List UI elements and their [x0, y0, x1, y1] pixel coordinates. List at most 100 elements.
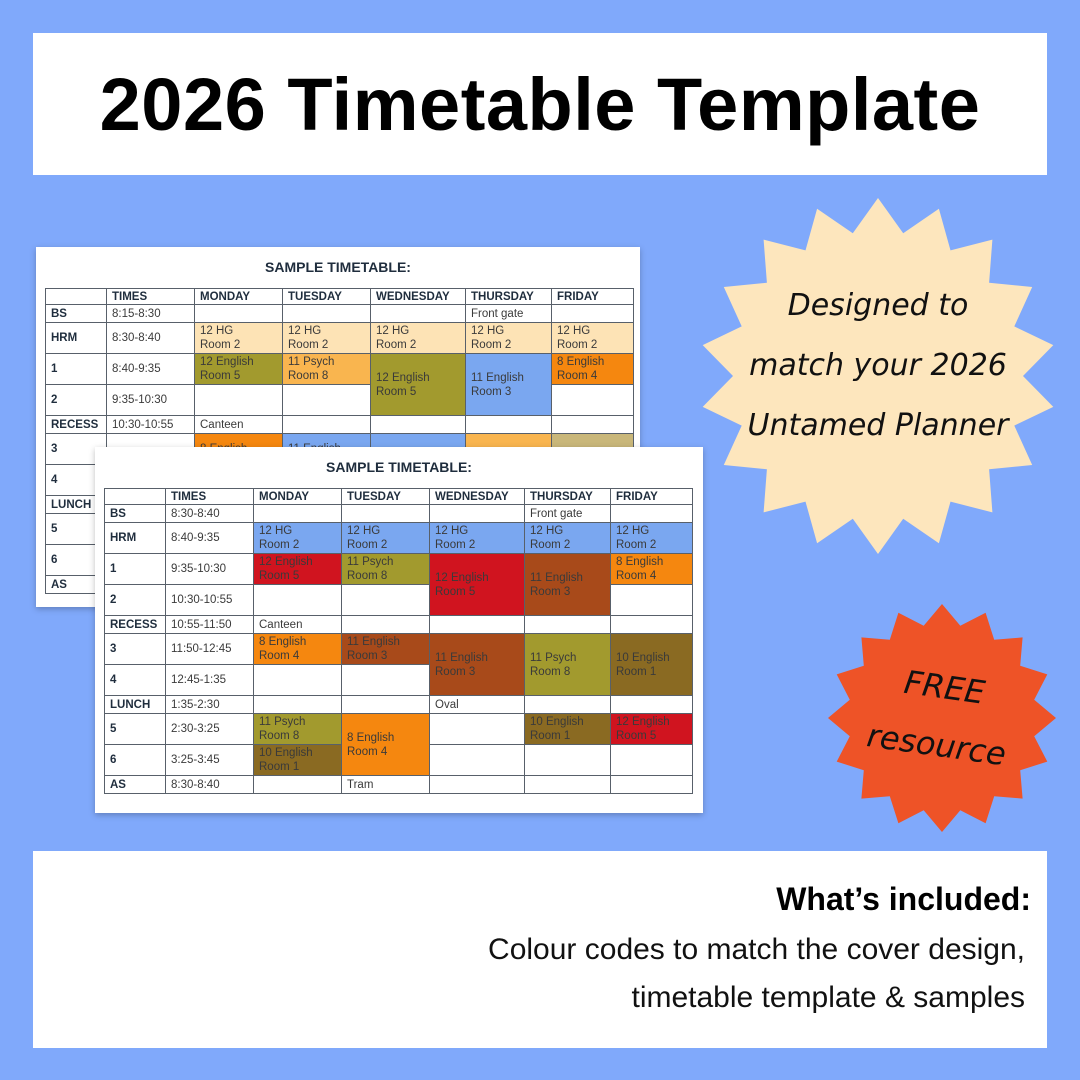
title: 2026 Timetable Template [99, 62, 981, 146]
front-timetable: SAMPLE TIMETABLE: TIMES MONDAY TUESDAY WEDNE… [95, 447, 703, 813]
row-label: LUNCH [45, 495, 107, 514]
lesson-cell: 12 HG Room 2 [341, 522, 430, 554]
header-cell [104, 488, 166, 505]
lesson-cell [341, 615, 430, 634]
row-label: 3 [104, 633, 166, 665]
cell-text: 11 Psych [288, 356, 335, 368]
cell-text: 12 HG [616, 525, 650, 537]
cell-text: Room 8 [288, 370, 329, 382]
badge-designed-text: match your 2026 [749, 348, 1007, 383]
cell-text: 12 English [376, 371, 430, 384]
lesson-cell: 11 English Room 3 [524, 553, 611, 616]
timetable-title: SAMPLE TIMETABLE: [265, 259, 411, 275]
lesson-cell [610, 744, 693, 776]
lesson-cell: 12 English Room 5 [610, 713, 693, 745]
lesson-cell: 11 English Room 3 [465, 353, 552, 416]
row: LUNCH 1:35-2:30 Oval [104, 695, 693, 714]
cell-text: 11 Psych [530, 651, 577, 664]
lesson-cell: 12 English Room 5 [429, 553, 525, 616]
lesson-cell: Front gate [465, 304, 552, 323]
lesson-cell: 12 HG Room 2 [551, 322, 634, 354]
cell-text: Room 8 [347, 570, 388, 582]
cell-text: 12 English [259, 556, 313, 568]
cell-text: Front gate [471, 307, 524, 320]
row-time: 8:40-9:35 [165, 522, 254, 554]
lesson-cell [429, 713, 525, 745]
cell-text: 12 HG [471, 325, 505, 337]
cell-text: Canteen [259, 618, 303, 631]
cell-text: Tram [347, 778, 374, 791]
lesson-cell: Canteen [253, 615, 342, 634]
lesson-cell [610, 775, 693, 794]
cell-text: 8 English [616, 556, 664, 568]
lesson-cell [282, 384, 371, 416]
lesson-cell: 11 Psych Room 8 [282, 353, 371, 385]
header-row: TIMES MONDAY TUESDAY WEDNESDAY THURSDAY FRIDA… [45, 288, 634, 305]
cell-text: Room 2 [288, 339, 329, 351]
cell-text: Oval [435, 698, 459, 711]
header-cell: TIMES [106, 288, 195, 305]
lesson-cell [253, 664, 342, 696]
row-time: 2:30-3:25 [165, 713, 254, 745]
cell-text: Room 2 [435, 539, 476, 551]
cell-text: Room 5 [376, 385, 417, 398]
cell-text: 12 HG [376, 325, 410, 337]
row-time: 11:50-12:45 [165, 633, 254, 665]
row-label: 4 [104, 664, 166, 696]
row-time: 10:55-11:50 [165, 615, 254, 634]
lesson-cell [551, 384, 634, 416]
lesson-cell [194, 304, 283, 323]
cell-text: 12 HG [557, 325, 591, 337]
lesson-cell: 10 English Room 1 [524, 713, 611, 745]
cell-text: Room 4 [557, 370, 598, 382]
lesson-cell [370, 415, 466, 434]
lesson-cell [253, 504, 342, 523]
lesson-cell: 12 HG Room 2 [524, 522, 611, 554]
cell-text: Room 3 [435, 665, 476, 678]
lesson-cell: 11 English Room 3 [429, 633, 525, 696]
cell-text: Room 2 [557, 339, 598, 351]
title-banner: 2026 Timetable Template [33, 33, 1047, 175]
lesson-cell [370, 304, 466, 323]
row: 3 11:50-12:45 8 English Room 4 11 English Roo… [104, 633, 693, 696]
row-label: 1 [45, 353, 107, 385]
row-label: BS [45, 304, 107, 323]
header-cell: THURSDAY [465, 288, 552, 305]
header-cell: TIMES [165, 488, 254, 505]
cell-text: Room 5 [616, 730, 657, 742]
lesson-cell: 8 English Room 4 [341, 713, 430, 776]
cell-text: 10 English [616, 651, 670, 664]
cell-text: 11 English [435, 651, 488, 664]
cell-text: Room 2 [376, 339, 417, 351]
lesson-cell [524, 615, 611, 634]
cell-text: Room 3 [347, 650, 388, 662]
cell-text: 11 English [471, 371, 524, 384]
lesson-cell [610, 584, 693, 616]
lesson-cell [429, 504, 525, 523]
cell-text: 12 English [200, 356, 254, 368]
header-cell: FRIDAY [610, 488, 693, 505]
lesson-cell [610, 504, 693, 523]
lesson-cell: 12 HG Room 2 [194, 322, 283, 354]
row-label: HRM [45, 322, 107, 354]
included-heading: What’s included: [776, 881, 1031, 917]
row-label: BS [104, 504, 166, 523]
row-label: RECESS [104, 615, 166, 634]
badge-free [828, 604, 1056, 832]
lesson-cell [341, 695, 430, 714]
lesson-cell [253, 695, 342, 714]
cell-text: Room 1 [530, 730, 571, 742]
included-line: timetable template & samples [631, 981, 1025, 1014]
row-label: RECESS [45, 415, 107, 434]
badge-free-text: resource [865, 716, 1009, 773]
cell-text: 8 English [259, 636, 307, 648]
cell-text: Room 2 [347, 539, 388, 551]
timetable-title: SAMPLE TIMETABLE: [326, 459, 472, 475]
lesson-cell: Tram [341, 775, 430, 794]
included-panel: What’s included: Colour codes to match t… [33, 851, 1047, 1048]
header-cell: WEDNESDAY [370, 288, 466, 305]
header-row: TIMES MONDAY TUESDAY WEDNESDAY THURSDAY FRIDA… [104, 488, 693, 505]
lesson-cell: 12 HG Room 2 [465, 322, 552, 354]
badge-designed [702, 198, 1054, 554]
